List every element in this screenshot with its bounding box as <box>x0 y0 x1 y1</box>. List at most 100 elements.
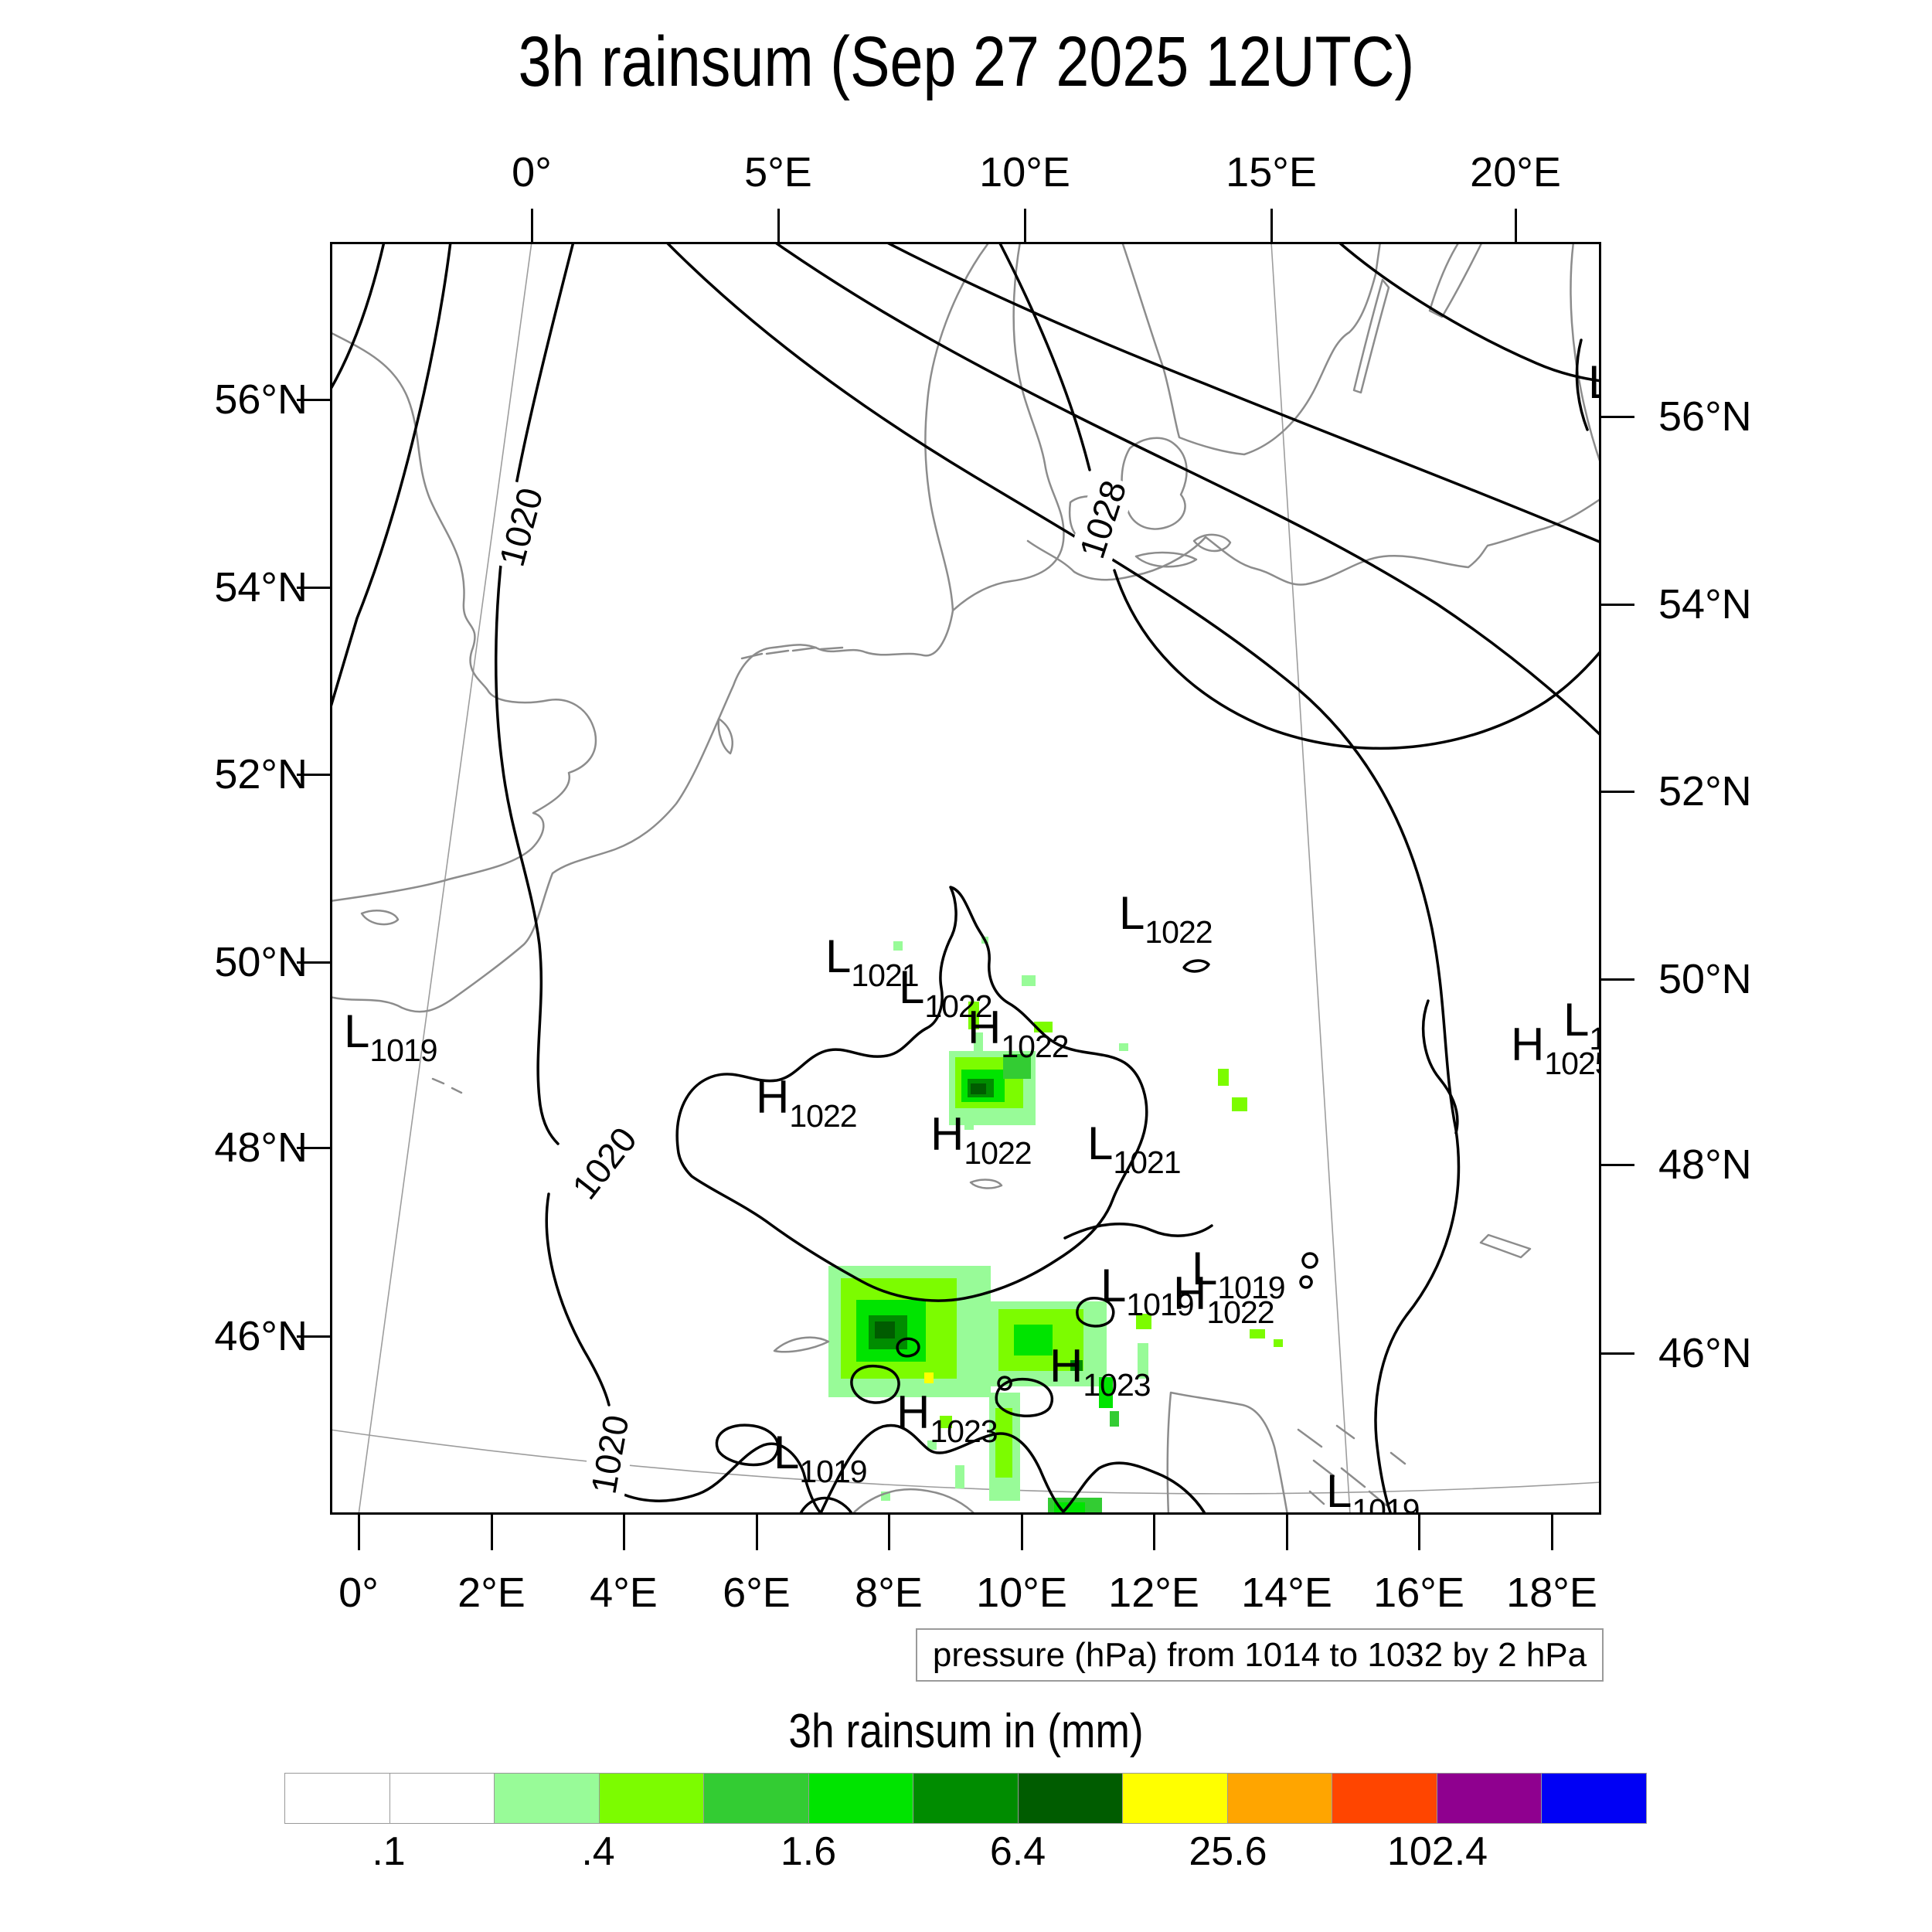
pressure-center-high: H1022 <box>1173 1270 1275 1328</box>
axis-tick-left <box>297 399 330 401</box>
pressure-center-low: L <box>1588 359 1601 417</box>
rain-cell <box>1119 1043 1128 1051</box>
pressure-letter: H <box>756 1071 790 1123</box>
axis-tick-left <box>297 961 330 964</box>
colorbar-cell <box>1542 1774 1646 1823</box>
pressure-value: 1022 <box>1145 914 1213 950</box>
pressure-center-low: L1019 <box>774 1427 868 1489</box>
axis-label-left: 54°N <box>214 564 308 611</box>
axis-label-bottom: 14°E <box>1241 1570 1332 1616</box>
axis-label-top: 0° <box>512 149 552 196</box>
pressure-center-low: L1022 <box>899 961 993 1024</box>
axis-tick-bottom <box>1286 1515 1288 1550</box>
rain-cell <box>924 1372 934 1383</box>
pressure-contours <box>330 242 1601 1515</box>
axis-label-top: 20°E <box>1470 149 1561 196</box>
colorbar-cell <box>1332 1774 1437 1823</box>
pressure-value: 1022 <box>924 988 992 1024</box>
rain-cell <box>1014 1325 1053 1355</box>
axis-tick-bottom <box>756 1515 758 1550</box>
colorbar-title-text: 3h rainsum in (mm) <box>788 1705 1144 1758</box>
pressure-center-high: H1022 <box>930 1111 1032 1169</box>
page-title-text: 3h rainsum (Sep 27 2025 12UTC) <box>518 22 1414 101</box>
rain-cell <box>1136 1314 1151 1329</box>
pressure-center-high: H1022 <box>756 1071 858 1134</box>
axis-label-bottom: 4°E <box>590 1570 658 1616</box>
pressure-center-low: L10 <box>1563 997 1601 1055</box>
pressure-letter: L <box>1563 994 1590 1046</box>
pressure-letter: L <box>1192 1243 1218 1294</box>
pressure-center-low: L1021 <box>1087 1121 1182 1179</box>
colorbar-tick-label: .1 <box>372 1829 406 1874</box>
colorbar-tick-label: 1.6 <box>780 1829 837 1874</box>
colorbar-cell <box>599 1774 705 1823</box>
axis-tick-right <box>1601 791 1634 793</box>
pressure-value: 1019 <box>369 1032 437 1068</box>
pressure-value: 1019 <box>1352 1492 1420 1515</box>
rain-cell <box>893 941 903 951</box>
axis-tick-top <box>531 209 533 242</box>
rain-cell <box>971 1083 986 1094</box>
rain-cell <box>1274 1339 1283 1347</box>
pressure-value: 1021 <box>851 957 919 993</box>
axis-tick-top <box>1270 209 1273 242</box>
axis-label-bottom: 2°E <box>457 1570 526 1616</box>
colorbar-cell <box>1437 1774 1543 1823</box>
pressure-value: 1019 <box>1126 1287 1194 1322</box>
rain-cell <box>875 1321 895 1338</box>
axis-tick-top <box>1024 209 1026 242</box>
pressure-letter: L <box>1588 356 1601 408</box>
axis-label-left: 56°N <box>214 376 308 423</box>
pressure-letter: L <box>344 1005 370 1057</box>
pressure-letter: L <box>774 1427 800 1478</box>
pressure-letter: L <box>899 961 925 1013</box>
rain-cell <box>1138 1343 1148 1379</box>
pressure-letter: L <box>1100 1260 1127 1311</box>
colorbar-cell <box>285 1774 390 1823</box>
pressure-letter: L <box>1119 887 1145 939</box>
axis-tick-right <box>1601 604 1634 606</box>
axis-label-left: 50°N <box>214 939 308 985</box>
axis-tick-top <box>1515 209 1517 242</box>
colorbar-tick-label: 6.4 <box>989 1829 1046 1874</box>
pressure-center-low: L1019 <box>1192 1243 1286 1304</box>
pressure-value: 1022 <box>789 1098 857 1134</box>
axis-label-right: 46°N <box>1658 1330 1752 1376</box>
rain-cell <box>1218 1069 1229 1086</box>
colorbar-title: 3h rainsum in (mm) <box>0 1704 1932 1759</box>
pressure-letter: L <box>1087 1117 1114 1169</box>
rain-cell <box>940 1416 952 1428</box>
pressure-value: 1023 <box>1083 1367 1151 1403</box>
axis-label-top: 15°E <box>1226 149 1317 196</box>
axis-tick-left <box>297 587 330 589</box>
pressure-center-high: H1023 <box>1049 1343 1151 1401</box>
axis-tick-right <box>1601 978 1634 981</box>
pressure-value: 1025 <box>1544 1046 1601 1081</box>
axis-label-top: 10°E <box>979 149 1070 196</box>
colorbar-tick-label: 102.4 <box>1386 1829 1488 1874</box>
colorbar-cell <box>704 1774 809 1823</box>
axis-tick-bottom <box>623 1515 625 1550</box>
pressure-center-high: H1022 <box>968 1005 1070 1063</box>
pressure-legend-text: pressure (hPa) from 1014 to 1032 by 2 hP… <box>932 1635 1587 1674</box>
contour-label: 1020 <box>488 480 553 574</box>
pressure-center-high: H1025 <box>1511 1022 1601 1080</box>
axis-tick-right <box>1601 1352 1634 1355</box>
pressure-letter: H <box>896 1386 930 1438</box>
rain-cell <box>1110 1411 1119 1427</box>
axis-tick-bottom <box>1021 1515 1023 1550</box>
rain-cell <box>1070 1360 1083 1371</box>
pressure-letter: H <box>930 1108 964 1160</box>
contour-label: 1020 <box>560 1116 648 1210</box>
rain-cell <box>1003 1054 1031 1079</box>
axis-label-right: 56°N <box>1658 393 1752 440</box>
pressure-value: 1019 <box>799 1454 867 1489</box>
map-frame <box>330 242 1601 1515</box>
axis-label-bottom: 8°E <box>855 1570 923 1616</box>
axis-label-bottom: 0° <box>338 1570 379 1616</box>
rain-cell <box>968 1002 979 1029</box>
rain-cell <box>927 1440 937 1450</box>
pressure-center-low: L1019 <box>344 1009 438 1068</box>
axis-label-bottom: 18°E <box>1506 1570 1597 1616</box>
